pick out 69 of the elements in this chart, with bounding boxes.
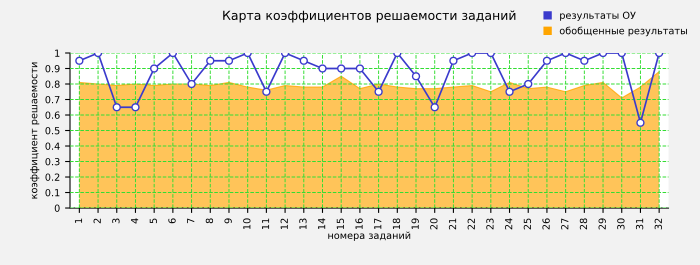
y-tick-label: 0.9 <box>45 64 60 72</box>
x-tick-label: 18 <box>392 218 400 230</box>
point <box>300 56 308 65</box>
point <box>524 80 532 88</box>
x-tick-label: 12 <box>280 218 288 230</box>
x-tick-label: 31 <box>636 218 644 230</box>
x-tick-label: 15 <box>336 218 344 230</box>
x-tick-label: 32 <box>654 218 662 230</box>
x-tick-label: 20 <box>430 218 438 230</box>
x-tick-label: 2 <box>94 218 101 224</box>
point <box>112 103 121 112</box>
y-tick-label: 0.4 <box>45 142 60 150</box>
point <box>580 56 589 65</box>
point <box>75 56 84 65</box>
point <box>262 88 271 96</box>
legend-label: обобщенные результаты <box>560 26 687 36</box>
x-tick-label: 17 <box>374 218 382 230</box>
y-tick-label: 0.8 <box>45 80 60 88</box>
y-tick-label: 0.7 <box>45 96 60 104</box>
x-tick-label: 6 <box>168 218 176 224</box>
point <box>318 64 327 73</box>
point <box>224 56 234 65</box>
point <box>206 56 214 65</box>
y-tick-label: 0.2 <box>45 174 60 181</box>
x-tick-label: 1 <box>74 218 82 223</box>
x-tick-label: 10 <box>243 218 250 230</box>
x-tick-label: 8 <box>206 218 214 224</box>
x-tick-label: 5 <box>150 218 157 224</box>
x-tick-label: 7 <box>187 218 194 224</box>
x-tick-label: 19 <box>411 218 419 230</box>
x-axis-title: номера заданий <box>328 232 410 241</box>
y-tick-label: 1 <box>55 50 60 57</box>
point <box>337 64 346 73</box>
x-tick-label: 11 <box>262 218 270 230</box>
x-tick-label: 21 <box>448 218 456 230</box>
x-tick-label: 13 <box>299 218 307 230</box>
point <box>542 56 552 65</box>
point <box>150 64 158 73</box>
chart-title: Карта коэффициентов решаемости заданий <box>223 10 516 22</box>
x-tick-label: 27 <box>561 218 568 230</box>
point <box>187 80 196 88</box>
point <box>449 56 458 65</box>
y-tick-label: 0.5 <box>45 126 60 134</box>
x-tick-label: 30 <box>617 218 625 230</box>
y-tick-label: 0.6 <box>45 111 60 119</box>
x-tick-label: 25 <box>524 218 532 230</box>
x-tick-label: 26 <box>542 218 550 230</box>
x-tick-label: 14 <box>318 218 326 230</box>
point <box>356 64 364 73</box>
point <box>131 103 140 112</box>
x-tick-label: 4 <box>131 218 138 224</box>
x-tick-label: 24 <box>504 218 512 230</box>
y-axis-title: коэффициент решаемости <box>30 62 40 198</box>
point <box>412 72 420 80</box>
x-tick-label: 9 <box>224 218 232 224</box>
x-tick-label: 29 <box>598 218 606 230</box>
point <box>374 88 383 96</box>
x-tick-label: 16 <box>355 218 363 230</box>
x-tick-label: 22 <box>468 218 475 230</box>
point <box>430 103 439 112</box>
point <box>505 88 514 96</box>
legend-label: результаты ОУ <box>560 12 636 21</box>
y-tick-label: 0.1 <box>45 189 60 196</box>
x-tick-label: 28 <box>580 218 588 230</box>
point <box>636 118 645 127</box>
x-tick-label: 3 <box>112 218 120 224</box>
y-tick-label: 0 <box>54 204 60 212</box>
x-tick-label: 23 <box>486 218 494 230</box>
y-tick-label: 0.3 <box>45 158 60 166</box>
